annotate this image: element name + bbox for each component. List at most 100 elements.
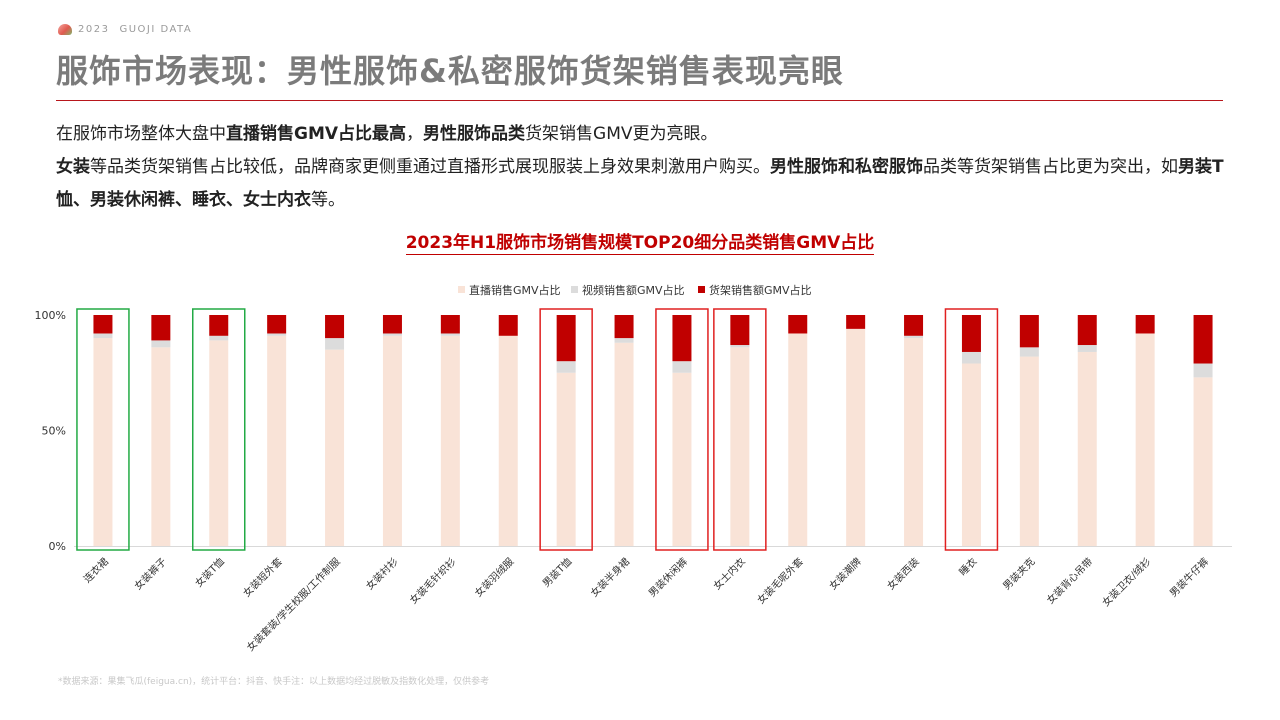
legend-label: 视频销售额GMV占比 [582,283,685,297]
intro-text-span: 等品类货架销售占比较低，品牌商家更侧重通过直播形式展现服装上身效果刺激用户购买。 [90,157,770,177]
bar-segment [846,315,866,329]
intro-text-span: 货架销售GMV更为亮眼。 [525,124,718,144]
bar-segment [614,315,634,339]
bar-segment [325,315,345,339]
chart-title-text: 2023年H1服饰市场销售规模TOP20细分品类销售GMV占比 [405,233,875,255]
bar-segment [151,347,171,546]
intro-text-span: ， [406,124,424,144]
bar-segment [788,333,808,546]
x-tick-label: 女装背心吊带 [1044,555,1096,607]
bar-segment [672,361,692,373]
bar-segment [1135,315,1155,334]
brand-year: 2023 [78,23,110,35]
x-tick-label: 男装夹克 [1000,555,1037,592]
bar-segment [1077,345,1097,352]
x-tick-label: 女装裤子 [131,555,168,592]
legend-label: 货架销售额GMV占比 [709,283,812,297]
x-tick-label: 女装羽绒服 [472,555,517,600]
x-tick-label: 男装牛仔裤 [1167,555,1212,600]
bar-segment [788,315,808,334]
bar-segment [382,333,402,336]
y-tick-label: 50% [42,425,66,438]
bar-segment [440,333,460,336]
legend-swatch [571,286,578,293]
chart-title: 2023年H1服饰市场销售规模TOP20细分品类销售GMV占比 [0,228,1280,255]
x-tick-label: 男装休闲裤 [646,555,691,600]
bar-segment [93,315,113,334]
x-tick-label: 女士内衣 [710,555,747,592]
bar-segment [961,351,981,364]
x-tick-label: 女装毛针织衫 [407,555,459,607]
bar-segment [961,363,981,546]
bar-segment [672,315,692,362]
bar-segment [904,335,924,339]
bar-segment [1193,315,1213,364]
legend-swatch [458,286,465,293]
intro-highlight: 男性服饰和私密服饰 [770,157,923,177]
intro-highlight: 男装T恤、男装休闲裤、睡衣、女士内衣 [56,157,1224,210]
x-tick-label: 女装半身裙 [588,555,633,600]
bar-segment [1019,356,1039,546]
bar-segment [93,333,113,339]
x-tick-label: 女装短外套 [240,555,285,600]
bar-segment [672,372,692,546]
bar-segment [904,338,924,546]
brand-logo-icon [58,23,72,35]
bar-segment [846,328,866,546]
bar-segment [267,335,287,546]
red-highlight-box [713,308,767,551]
bar-segment [267,333,287,336]
bar-segment [151,315,171,341]
bar-segment [1135,333,1155,546]
bar-segment [440,315,460,334]
bar-segment [614,338,634,343]
intro-highlight: 直播销售GMV占比最高 [226,124,407,144]
legend-swatch [698,286,705,293]
y-tick-label: 100% [35,309,66,322]
x-tick-label: 女装西装 [884,555,921,592]
red-highlight-box [655,308,709,551]
intro-text-span: 在服饰市场整体大盘中 [56,124,226,144]
title-divider [56,100,1223,101]
intro-highlight: 男性服饰品类 [423,124,526,144]
red-highlight-box [539,308,593,551]
bar-segment [730,315,750,346]
x-tick-label: 女装潮牌 [826,555,863,592]
x-tick-label: 女装T恤 [192,555,227,590]
stacked-bar-chart: 直播销售GMV占比 视频销售额GMV占比 货架销售额GMV占比 0% 50% 100% 连衣… [35,283,1232,654]
bar-segment [1193,363,1213,378]
bar-segment [556,315,576,362]
footnote: *数据来源：果集飞瓜(feigua.cn)，统计平台：抖音、快手注：以上数据均经… [58,677,490,687]
intro-text: 在服饰市场整体大盘中直播销售GMV占比最高，男性服饰品类货架销售GMV更为亮眼。… [56,118,1226,217]
bar-segment [730,345,750,348]
intro-line-1: 在服饰市场整体大盘中直播销售GMV占比最高，男性服饰品类货架销售GMV更为亮眼。 [56,118,1226,151]
bar-segment [498,315,518,336]
brand-header: 2023 GUOJI DATA [58,22,202,36]
x-tick-label: 女装套装/学生校服/工作制服 [244,555,343,654]
bar-segment [93,338,113,546]
bar-segment [209,315,229,336]
bar-segment [1019,315,1039,348]
intro-text-span: 等。 [311,190,345,210]
x-tick-label: 女装卫衣/绒衫 [1099,555,1153,609]
intro-line-2: 女装等品类货架销售占比较低，品牌商家更侧重通过直播形式展现服装上身效果刺激用户购… [56,151,1226,217]
bar-segment [904,315,924,336]
bar-segment [325,349,345,546]
bar-segment [1019,347,1039,357]
bar-segment [556,372,576,546]
green-highlight-box [192,308,246,551]
x-tick-label: 睡衣 [956,555,979,578]
bar-segment [1077,351,1097,546]
bar-segment [440,335,460,546]
x-tick-label: 男装T恤 [540,555,575,590]
bar-segment [498,335,518,546]
x-tick-label: 女装衬衫 [363,555,400,592]
bar-segment [961,315,981,352]
green-highlight-box [76,308,130,551]
bar-segment [325,338,345,350]
bar-segment [382,315,402,334]
x-tick-label: 连衣裙 [81,555,111,585]
page-title: 服饰市场表现：男性服饰&私密服饰货架销售表现亮眼 [56,52,844,90]
y-tick-label: 0% [49,540,66,553]
bar-segment [209,340,229,546]
